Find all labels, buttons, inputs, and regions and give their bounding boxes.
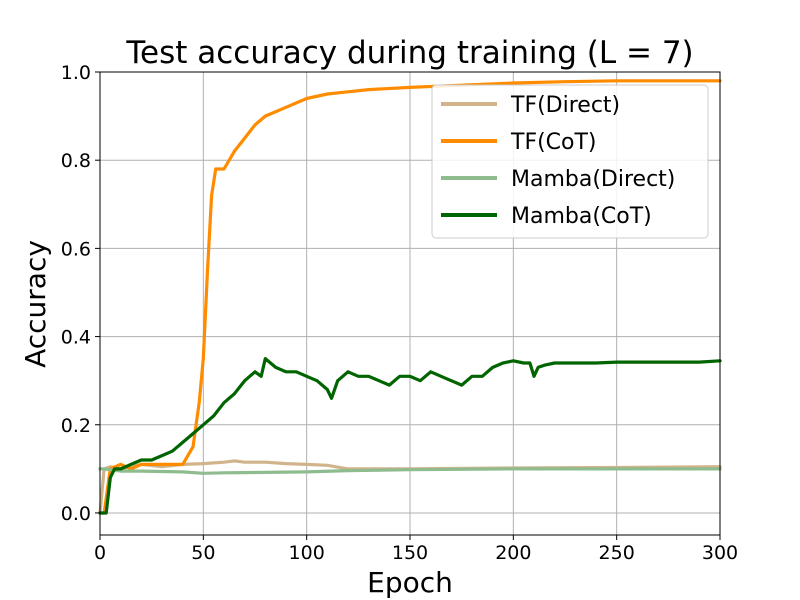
x-tick-label: 150 [392,542,428,564]
y-tick-label: 1.0 [61,62,91,84]
x-tick-label: 300 [702,542,738,564]
x-tick-label: 250 [599,542,635,564]
legend-label-mamba-cot: Mamba(CoT) [511,204,652,229]
series-line-mamba-cot [98,357,722,515]
y-axis-label: Accuracy [19,240,52,368]
legend-label-tf-direct: TF(Direct) [510,93,620,118]
x-tick-label: 0 [94,542,106,564]
y-axis-ticks: 0.0 0.2 0.4 0.6 0.8 1.0 [61,62,100,525]
chart-title: Test accuracy during training (L = 7) [125,35,693,71]
legend-label-tf-cot: TF(CoT) [510,130,597,155]
x-tick-label: 50 [191,542,215,564]
legend: TF(Direct) TF(CoT) Mamba(Direct) Mamba(C… [431,84,709,239]
y-tick-label: 0.6 [61,238,91,260]
x-axis-label: Epoch [367,566,453,599]
y-tick-label: 0.2 [61,415,91,437]
x-tick-label: 100 [289,542,325,564]
y-tick-label: 0.4 [61,327,91,349]
x-tick-label: 200 [495,542,531,564]
y-tick-label: 0.8 [61,150,91,172]
legend-box [431,84,709,239]
y-tick-label: 0.0 [61,503,91,525]
x-axis-ticks: 0 50 100 150 200 250 300 [94,535,738,564]
legend-label-mamba-direct: Mamba(Direct) [511,167,675,192]
